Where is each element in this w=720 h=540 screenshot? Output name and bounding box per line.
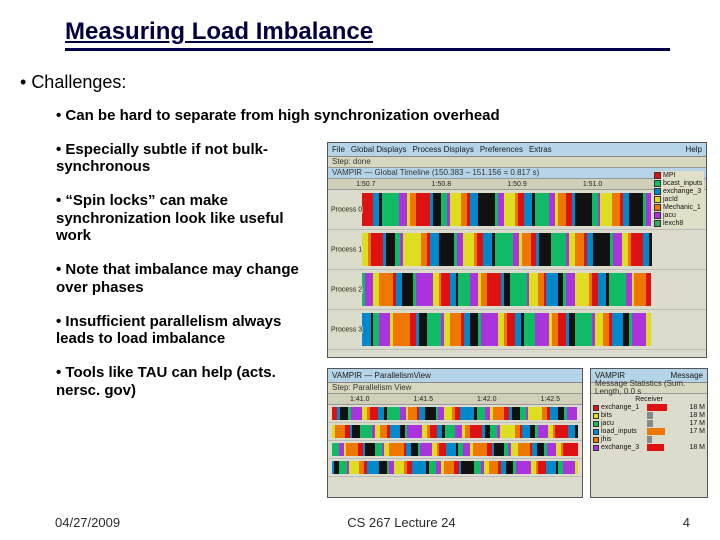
menu-help[interactable]: Help [686, 146, 702, 154]
bullet-5: Tools like TAU can help (acts. nersc. go… [56, 364, 316, 399]
menu-process[interactable]: Process Displays [412, 146, 473, 154]
tick: 1:51.0 [583, 181, 602, 188]
legend-item: MPI [654, 172, 704, 179]
process-row [328, 423, 582, 441]
process-row: Process 0 [328, 190, 706, 230]
legend-item: Mechanic_1 [654, 204, 704, 211]
process-label: Process 2 [330, 286, 363, 293]
stat-row: bits18 M [593, 412, 705, 419]
tick: 1:50.8 [432, 181, 451, 188]
menu-prefs[interactable]: Preferences [480, 146, 523, 154]
process-row: Process 3 [328, 310, 706, 350]
vampir-message-stats-window: VAMPIR Message Message Statistics (Sum. … [590, 368, 708, 498]
tick: 1:42.5 [541, 396, 560, 403]
win2-status: Step: Parallelism View [328, 383, 582, 394]
bullet-4: Insufficient parallelism always leads to… [56, 313, 316, 348]
process-row: Process 2 [328, 270, 706, 310]
win1-ruler: 1:50.7 1:50.8 1:50.9 1:51.0 1:51.1 [328, 179, 706, 190]
win1-status: Step: done [328, 157, 706, 168]
win2-rows [328, 405, 582, 477]
challenges-heading: Challenges: [20, 72, 700, 93]
tick: 1:42.0 [477, 396, 496, 403]
footer-page: 4 [683, 515, 690, 530]
win3-receiver-label: Receiver [593, 396, 705, 403]
stat-row: jhis [593, 436, 705, 443]
win2-title: VAMPIR — ParallelismView [332, 372, 431, 380]
legend-item: lexch8 [654, 220, 704, 227]
process-label: Process 0 [330, 206, 363, 213]
win1-legend: MPIbcast_inputsexchange_3jacIdMechanic_1… [654, 171, 704, 228]
win3-sub: Message Statistics (Sum. Length, 0.0 s [591, 383, 707, 394]
footer-center: CS 267 Lecture 24 [347, 515, 455, 530]
vampir-global-timeline-window: File Global Displays Process Displays Pr… [327, 142, 707, 358]
legend-item: jacu [654, 212, 704, 219]
bullet-1: Especially subtle if not bulk-synchronou… [56, 141, 316, 176]
vampir-parallelism-window: VAMPIR — ParallelismView Step: Paralleli… [327, 368, 583, 498]
win1-subtitle: VAMPIR — Global Timeline (150.383 – 151.… [328, 168, 706, 179]
win1-process-rows: Process 0 Process 1 Process 2 Process 3 [328, 190, 706, 350]
tick: 1:50.7 [356, 181, 375, 188]
slide-title: Measuring Load Imbalance [65, 18, 373, 45]
legend-item: jacId [654, 196, 704, 203]
process-label: Process 3 [330, 326, 363, 333]
stat-row: jacu17 M [593, 420, 705, 427]
bullet-2: “Spin locks” can make synchronization lo… [56, 192, 316, 245]
legend-item: bcast_inputs [654, 180, 704, 187]
footer-date: 04/27/2009 [55, 515, 120, 530]
footer: 04/27/2009 CS 267 Lecture 24 4 [0, 515, 720, 530]
stat-row: exchange_118 M [593, 404, 705, 411]
bullet-0: Can be hard to separate from high synchr… [56, 107, 656, 125]
process-row [328, 459, 582, 477]
process-row [328, 405, 582, 423]
tick: 1:41.5 [414, 396, 433, 403]
bullet-3: Note that imbalance may change over phas… [56, 261, 316, 296]
menu-file[interactable]: File [332, 146, 345, 154]
menu-global[interactable]: Global Displays [351, 146, 407, 154]
tick: 1:41.0 [350, 396, 369, 403]
win2-titlebar: VAMPIR — ParallelismView [328, 369, 582, 383]
stat-row: exchange_318 M [593, 444, 705, 451]
process-label: Process 1 [330, 246, 363, 253]
stat-row: load_inputs17 M [593, 428, 705, 435]
win1-menubar[interactable]: File Global Displays Process Displays Pr… [328, 143, 706, 157]
process-row [328, 441, 582, 459]
menu-extras[interactable]: Extras [529, 146, 552, 154]
process-row: Process 1 [328, 230, 706, 270]
win3-rows: exchange_118 Mbits18 Mjacu17 Mload_input… [593, 404, 705, 451]
legend-item: exchange_3 [654, 188, 704, 195]
tick: 1:50.9 [507, 181, 526, 188]
win2-ruler: 1:41.0 1:41.5 1:42.0 1:42.5 [328, 394, 582, 405]
